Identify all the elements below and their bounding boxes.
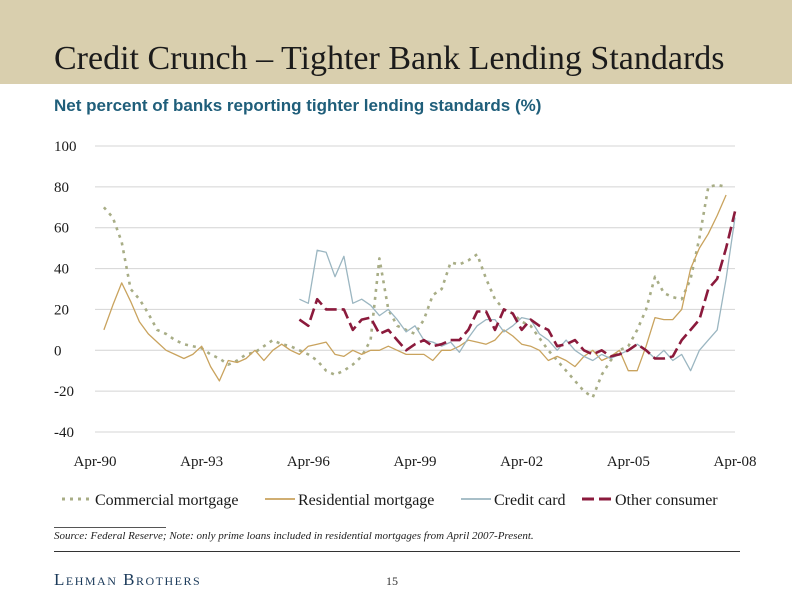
chart-subtitle: Net percent of banks reporting tighter l… — [54, 96, 542, 115]
y-tick-label: 60 — [54, 221, 69, 237]
legend-label: Residential mortgage — [298, 492, 434, 509]
page-number: 15 — [386, 574, 398, 588]
y-tick-label: -20 — [54, 384, 74, 400]
x-tick-label: Apr-02 — [500, 454, 543, 470]
slide-title: Credit Crunch – Tighter Bank Lending Sta… — [54, 40, 725, 77]
y-tick-label: 0 — [54, 343, 62, 359]
y-tick-label: 20 — [54, 302, 69, 318]
source-rule — [54, 527, 166, 528]
y-tick-label: 40 — [54, 262, 69, 278]
x-tick-label: Apr-93 — [180, 454, 223, 470]
series-lines — [102, 183, 737, 399]
y-axis-ticks: 100 80 60 40 20 0 -20 -40 — [54, 139, 77, 441]
x-tick-label: Apr-05 — [607, 454, 650, 470]
source-note: Source: Federal Reserve; Note: only prim… — [54, 530, 534, 542]
legend-label: Credit card — [494, 492, 566, 509]
legend: Commercial mortgage Residential mortgage C… — [62, 492, 718, 509]
x-tick-label: Apr-99 — [393, 454, 436, 470]
series-line-residential-mortgage — [103, 194, 727, 382]
series-line-other-consumer — [298, 211, 737, 360]
series-line-credit-card — [299, 217, 736, 372]
y-tick-label: -40 — [54, 425, 74, 441]
brand-logo: Lehman Brothers — [54, 570, 202, 589]
legend-label: Other consumer — [615, 492, 718, 509]
grid-lines — [95, 145, 735, 433]
x-tick-label: Apr-08 — [713, 454, 756, 470]
x-axis-ticks: Apr-90 Apr-93 Apr-96 Apr-99 Apr-02 Apr-05 Apr-… — [73, 454, 756, 470]
y-tick-label: 100 — [54, 139, 77, 155]
x-tick-label: Apr-96 — [287, 454, 331, 470]
y-tick-label: 80 — [54, 180, 69, 196]
series-line-commercial-mortgage — [102, 183, 727, 399]
footer-rule — [54, 551, 740, 552]
header-band — [0, 0, 792, 84]
x-tick-label: Apr-90 — [73, 454, 116, 470]
legend-label: Commercial mortgage — [95, 492, 239, 509]
